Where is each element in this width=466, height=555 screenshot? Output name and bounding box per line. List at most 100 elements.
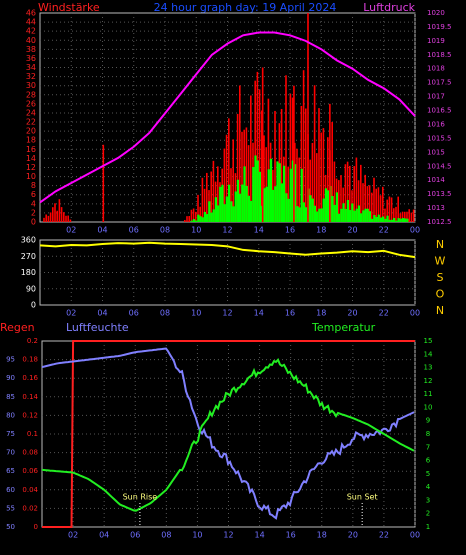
- pressure-tick-label: 1018: [427, 65, 445, 73]
- wind-average-bar: [212, 209, 215, 222]
- wind-axis-title: Windstärke: [38, 1, 100, 14]
- wind-tick-label: 18: [26, 136, 36, 145]
- wind-gust-bar: [311, 142, 314, 222]
- pressure-tick-label: 1017: [427, 93, 445, 101]
- wind-average-bar: [192, 219, 196, 222]
- wind-gust-bar: [58, 199, 61, 222]
- wind-panel-time-tick-label: 08: [160, 226, 170, 235]
- wind-gust-bar: [263, 135, 265, 222]
- wind-gust-bar: [302, 70, 305, 222]
- pressure-tick-label: 1016: [427, 120, 445, 128]
- wind-average-bar: [280, 183, 284, 222]
- wind-gust-bar: [401, 211, 404, 222]
- wind-average-bar: [269, 158, 273, 222]
- temperature-tick-label: 4: [426, 483, 431, 491]
- wind-average-bar: [296, 206, 299, 222]
- wind-gust-bar: [285, 75, 287, 222]
- wind-gust-bar: [45, 214, 47, 222]
- wind-gust-bar: [298, 157, 300, 222]
- temperature-tick-label: 10: [424, 403, 433, 411]
- wind-average-bar: [291, 160, 295, 222]
- rain-tick-label: 0.18: [22, 356, 38, 364]
- wind-average-bar: [206, 214, 209, 222]
- wind-average-bar: [247, 195, 251, 222]
- wind-gust-bar: [364, 174, 366, 222]
- wind-average-bar: [327, 190, 330, 222]
- wind-panel-time-tick-label: 12: [222, 226, 232, 235]
- wind-gust-bar: [186, 216, 188, 222]
- wind-average-bar: [401, 218, 405, 222]
- temperature-tick-label: 15: [424, 337, 433, 345]
- wind-average-bar: [258, 171, 262, 222]
- rain-tick-label: 0.12: [22, 411, 38, 419]
- wind-gust-bar: [360, 164, 362, 222]
- wind-gust-bar: [395, 206, 397, 222]
- wind-average-bar: [254, 155, 257, 222]
- wind-gust-bar: [192, 208, 195, 222]
- wind-gust-bar: [188, 216, 190, 222]
- rain-tick-label: 0: [34, 523, 38, 531]
- humidity-tick-label: 60: [6, 486, 15, 494]
- wind-average-bar: [256, 160, 259, 222]
- wind-gust-bar: [322, 128, 325, 222]
- wind-average-bar: [395, 220, 398, 222]
- wind-average-bar: [375, 216, 378, 222]
- wind-average-bar: [190, 220, 193, 222]
- wind-tick-label: 2: [31, 208, 36, 217]
- wind-average-bar: [305, 207, 308, 222]
- temperature-tick-label: 3: [426, 496, 430, 504]
- wind-average-bar: [357, 205, 361, 222]
- wind-average-bar: [349, 210, 352, 222]
- climate-panel-time-tick-label: 00: [410, 531, 420, 540]
- wind-average-bar: [384, 218, 387, 222]
- wind-panel-time-tick-label: 14: [254, 226, 264, 235]
- direction-panel-time-tick-label: 18: [316, 309, 326, 318]
- wind-gust-bar: [313, 85, 316, 223]
- wind-average-bar: [252, 167, 255, 222]
- compass-label: W: [435, 255, 446, 268]
- climate-panel-time-tick-label: 22: [379, 531, 389, 540]
- direction-tick-label: 360: [21, 236, 36, 245]
- wind-average-bar: [201, 217, 204, 222]
- wind-gust-bar: [404, 211, 406, 222]
- climate-panel-time-tick-label: 20: [348, 531, 358, 540]
- pressure-tick-label: 1013: [427, 204, 445, 212]
- wind-panel-time-tick-label: 18: [316, 226, 326, 235]
- wind-gust-bar: [362, 183, 364, 222]
- wind-average-bar: [234, 191, 237, 222]
- rain-tick-label: 0.14: [22, 393, 38, 401]
- humidity-tick-label: 95: [6, 356, 15, 364]
- humidity-tick-label: 75: [6, 430, 15, 438]
- wind-gust-bar: [349, 165, 351, 222]
- wind-average-bar: [302, 202, 306, 222]
- wind-average-bar: [393, 217, 396, 222]
- wind-average-bar: [377, 214, 380, 222]
- direction-tick-label: 90: [26, 284, 36, 293]
- wind-gust-spike: [293, 85, 295, 223]
- rain-axis-title: Regen: [0, 321, 35, 334]
- wind-gust-spike: [307, 13, 309, 222]
- wind-gust-bar: [371, 192, 373, 222]
- wind-average-bar: [250, 200, 253, 222]
- direction-panel-time-tick-label: 16: [285, 309, 295, 318]
- compass-label: N: [436, 238, 444, 251]
- wind-tick-label: 30: [26, 81, 36, 90]
- wind-average-bar: [241, 184, 244, 222]
- wind-average-bar: [313, 205, 317, 222]
- wind-gust-bar: [228, 118, 230, 222]
- wind-average-bar: [388, 219, 391, 222]
- wind-gust-spike: [261, 67, 264, 223]
- wind-gust-bar: [291, 97, 294, 222]
- wind-gust-bar: [327, 137, 329, 222]
- direction-panel-time-tick-label: 20: [347, 309, 357, 318]
- wind-gust-bar: [318, 108, 320, 222]
- wind-gust-bar: [399, 213, 402, 222]
- wind-gust-bar: [69, 219, 72, 222]
- wind-gust-bar: [225, 134, 228, 222]
- direction-panel-time-tick-label: 06: [129, 309, 139, 318]
- wind-gust-bar: [203, 188, 206, 222]
- wind-average-bar: [214, 197, 218, 222]
- wind-gust-bar: [241, 131, 243, 222]
